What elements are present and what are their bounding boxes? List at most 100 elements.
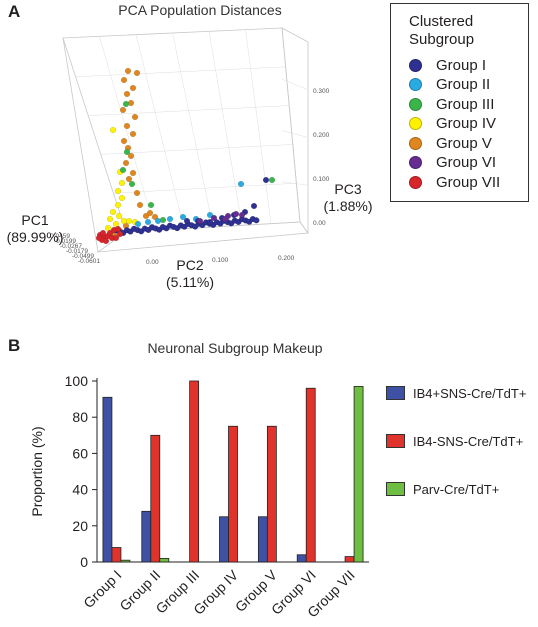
pca-point bbox=[120, 137, 128, 145]
pc3-tick-label: 0.00 bbox=[313, 220, 326, 227]
legend-label: Group I bbox=[436, 56, 487, 74]
pc1-tick-label: -0.0601 bbox=[78, 258, 100, 265]
bar-ib4pos bbox=[102, 396, 113, 563]
legend-label: Group IV bbox=[436, 115, 497, 132]
bar-legend-item: IB4+SNS-Cre/TdT+ bbox=[386, 385, 526, 401]
bar-legend-swatch bbox=[386, 482, 405, 496]
bar-ib4neg bbox=[150, 434, 161, 563]
pca-legend-item: Group II bbox=[409, 76, 490, 94]
pca-point bbox=[134, 220, 142, 228]
bar-legend-label: IB4-SNS-Cre/TdT+ bbox=[413, 433, 524, 449]
legend-marker-icon bbox=[409, 58, 422, 72]
pc2-percent: (5.11%) bbox=[166, 274, 214, 290]
pca-point bbox=[129, 84, 137, 92]
bar-ib4neg bbox=[305, 387, 316, 563]
pca-point bbox=[128, 180, 136, 188]
pca-point bbox=[131, 113, 139, 121]
bar-chart-title: Neuronal Subgroup Makeup bbox=[147, 340, 323, 356]
pca-point bbox=[136, 201, 144, 209]
pc3-tick-label: 0.200 bbox=[313, 132, 330, 139]
pca-point bbox=[114, 201, 122, 209]
pca-point bbox=[250, 202, 258, 210]
pca-legend-item: Group IV bbox=[409, 115, 496, 133]
legend-label: Group III bbox=[436, 95, 495, 113]
pca-point bbox=[142, 212, 150, 220]
pca-legend: Clustered Subgroup Group I Group II Group … bbox=[390, 3, 529, 202]
pca-grid-line bbox=[172, 32, 214, 228]
y-tick-label: 100 bbox=[65, 373, 89, 389]
pca-point bbox=[133, 189, 141, 197]
pca-grid-line bbox=[281, 130, 309, 138]
pca-point bbox=[123, 90, 131, 98]
pca-grid-line bbox=[99, 36, 156, 231]
bar-legend-swatch bbox=[386, 386, 405, 400]
pca-grid-line bbox=[245, 29, 272, 224]
y-tick-label: 20 bbox=[72, 518, 88, 534]
pca-point bbox=[114, 187, 122, 195]
bar-ib4neg bbox=[344, 556, 355, 563]
bar-ib4neg bbox=[266, 425, 277, 563]
pca-grid bbox=[75, 29, 309, 231]
pc1-tick-label: -0.0179 bbox=[66, 248, 88, 255]
pca-point bbox=[127, 152, 135, 160]
pc1-tick-label: -0.0499 bbox=[72, 253, 94, 260]
pca-point bbox=[120, 76, 128, 84]
pca-point bbox=[102, 237, 110, 245]
bar-legend-label: IB4+SNS-Cre/TdT+ bbox=[413, 385, 527, 401]
pca-grid-line bbox=[208, 31, 243, 226]
bar-ib4pos bbox=[141, 510, 152, 563]
pc3-percent: (1.88%) bbox=[323, 198, 373, 214]
pca-point bbox=[115, 212, 123, 220]
bar-ib4pos bbox=[219, 516, 229, 563]
pca-point bbox=[106, 215, 114, 223]
legend-label: Group VI bbox=[436, 154, 497, 171]
pca-point bbox=[124, 67, 132, 75]
y-tick-label: 40 bbox=[72, 482, 88, 498]
pca-point bbox=[206, 211, 214, 219]
pca-point bbox=[109, 126, 117, 134]
pca-legend-title: Clustered Subgroup bbox=[409, 13, 475, 48]
legend-marker-icon bbox=[409, 117, 422, 130]
pca-left-edge bbox=[62, 37, 99, 253]
pc1-axis-label: PC1 (89.99%) bbox=[2, 212, 68, 246]
pca-point bbox=[183, 217, 191, 225]
pca-grid-line bbox=[113, 182, 297, 194]
pca-point bbox=[125, 175, 133, 183]
pca-grid-line bbox=[100, 144, 293, 155]
pca-point bbox=[127, 99, 135, 107]
pca-point bbox=[119, 166, 127, 174]
pca-grid-line bbox=[281, 79, 309, 90]
pca-point bbox=[123, 148, 131, 156]
pca-point bbox=[262, 176, 270, 184]
bar-ib4pos bbox=[257, 516, 268, 563]
panel-a-letter: A bbox=[8, 2, 21, 21]
pca-point bbox=[146, 209, 154, 217]
y-tick-label: 60 bbox=[72, 445, 88, 461]
pca-point bbox=[179, 213, 187, 221]
legend-marker-icon bbox=[409, 78, 422, 91]
pca-point bbox=[253, 217, 260, 224]
pca-point bbox=[118, 179, 126, 187]
pca-legend-item: Group VII bbox=[409, 173, 500, 191]
pca-legend-item: Group III bbox=[409, 95, 494, 113]
pca-point bbox=[268, 176, 276, 184]
pc1-tick-label: 0.0199 bbox=[56, 238, 76, 245]
pca-point bbox=[221, 215, 229, 223]
pca-point bbox=[144, 218, 152, 226]
bar-ib4neg bbox=[111, 547, 122, 563]
legend-marker-icon bbox=[409, 136, 422, 150]
pca-scatter-points bbox=[95, 67, 276, 245]
pc3-name: PC3 bbox=[334, 181, 362, 197]
pca-point bbox=[196, 217, 204, 225]
legend-marker-icon bbox=[409, 156, 422, 169]
pc3-tick-label: 0.100 bbox=[313, 176, 330, 183]
pca-side-wall bbox=[281, 27, 309, 235]
pca-point bbox=[151, 213, 159, 221]
legend-label: Group II bbox=[436, 76, 491, 93]
pca-title: PCA Population Distances bbox=[118, 2, 282, 18]
pca-point bbox=[133, 69, 141, 77]
bar-legend-item: Parv-Cre/TdT+ bbox=[386, 481, 499, 497]
pca-point bbox=[109, 208, 117, 216]
pca-point bbox=[95, 234, 103, 242]
